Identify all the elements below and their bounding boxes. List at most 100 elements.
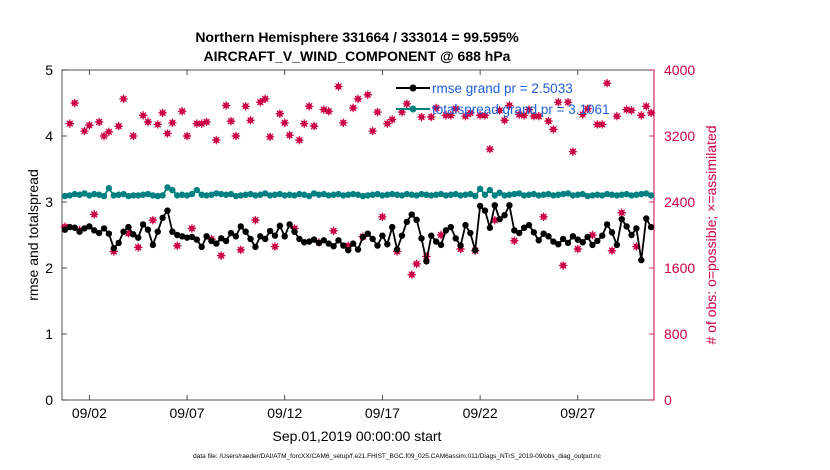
rmse-point [61,226,69,233]
obs-count-point [612,112,622,121]
obs-count-point [280,118,289,127]
obs-count-point [138,111,148,120]
totalspread-point [481,191,489,198]
obs-point-star [275,109,285,118]
obs-point-star [80,126,89,136]
obs-count-point [485,145,495,154]
obs-point-star [260,94,270,104]
rmse-point [515,229,523,237]
totalspread-point [149,192,157,199]
y-left-tick-label: 4 [45,128,53,144]
x-tick-label: 09/12 [267,405,302,421]
obs-point-star [402,99,412,109]
obs-count-point [446,111,456,120]
totalspread-point [589,192,596,199]
totalspread-point [403,190,411,198]
totalspread-point [232,192,240,200]
obs-point-star [334,82,343,91]
rmse-point [642,215,650,222]
obs-count-point [466,108,475,118]
obs-count-point [114,121,123,131]
obs-point-star [637,111,646,120]
obs-point-star [226,116,236,126]
totalspread-point [540,191,547,198]
obs-count-point [334,82,343,91]
totalspread-point [193,186,201,194]
obs-point-star [514,110,524,119]
obs-point-star [99,131,109,141]
y-axis-left: 0 1 2 3 4 5 [45,62,67,408]
totalspread-point [491,192,498,199]
totalspread-point [423,191,430,198]
totalspread-point [452,190,459,198]
totalspread-point [555,191,562,198]
totalspread-point [608,191,616,198]
rmse-point [134,234,142,241]
obs-point-star [617,208,626,217]
totalspread-point [545,190,552,198]
rmse-point [379,232,386,239]
obs-count-point [99,131,109,141]
rmse-point [330,243,337,250]
totalspread-point [86,192,93,199]
rmse-point [213,240,220,247]
rmse-point [613,241,621,249]
totalspread-point [178,191,186,198]
rmse-point [550,238,557,245]
totalspread-point [579,190,586,198]
obs-count-point [627,106,636,115]
rmse-point [115,239,122,247]
rmse-point [393,246,401,253]
obs-point-star [309,121,319,131]
obs-count-point [397,107,407,117]
totalspread-point [291,192,298,199]
totalspread-point [501,192,508,199]
obs-count-point [192,119,202,128]
obs-point-star [65,119,75,128]
obs-point-star [422,252,431,261]
obs-point-star [583,104,592,113]
obs-count-point [441,111,451,120]
x-tick-label: 09/07 [170,405,205,421]
totalspread-point [130,192,137,199]
rmse-point [437,241,445,249]
obs-count-point [124,229,133,238]
obs-point-star [593,120,602,129]
obs-point-star [641,102,651,111]
rmse-point [183,234,191,241]
y-right-tick-label: 1600 [664,260,695,276]
obs-point-star [192,119,202,128]
obs-count-point [431,103,441,113]
totalspread-point [364,192,371,199]
obs-count-point [534,112,543,121]
obs-count-point [329,226,338,236]
totalspread-point [369,191,376,198]
obs-count-point [505,101,514,110]
obs-count-point [339,118,348,127]
obs-count-point [80,126,89,136]
totalspread-point [305,192,313,200]
rmse-point [423,258,430,265]
obs-point-star [417,112,426,122]
rmse-point [261,235,269,243]
obs-count-point [182,131,192,141]
rmse-point [374,242,381,249]
rmse-point [525,221,533,229]
rmse-point [242,228,249,235]
obs-point-star [324,107,333,116]
rmse-point [315,239,323,247]
rmse-point [501,212,508,219]
rmse-point [86,223,93,230]
x-axis-label: Sep.01,2019 00:00:00 start [273,428,442,444]
rmse-point [159,214,166,222]
rmse-point [452,235,459,242]
obs-count-point [641,102,651,111]
y-left-tick-label: 0 [45,392,53,408]
totalspread-point [247,190,254,198]
rmse-point [496,215,503,223]
totalspread-point [281,192,288,199]
obs-count-point [177,107,187,116]
obs-point-star [373,107,382,117]
obs-point-star [90,210,99,219]
obs-point-star [104,127,114,137]
